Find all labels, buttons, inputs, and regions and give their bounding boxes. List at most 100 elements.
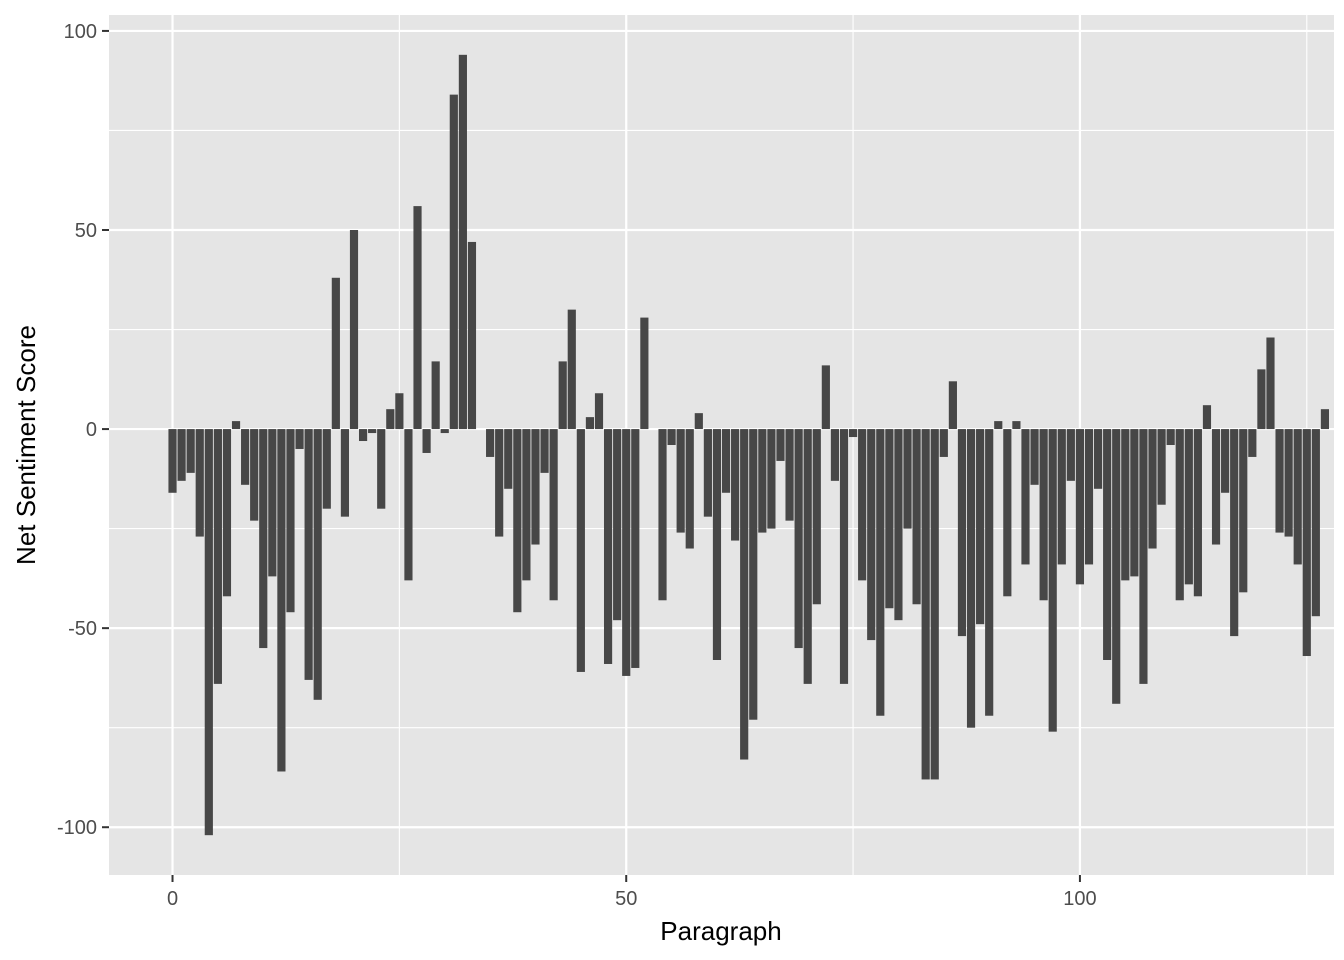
bar xyxy=(1175,429,1184,601)
bar xyxy=(277,429,286,772)
bar xyxy=(966,429,976,728)
bar xyxy=(241,429,250,485)
bar xyxy=(213,429,222,684)
bar xyxy=(1093,429,1103,489)
y-tick-label: -50 xyxy=(68,618,97,640)
y-tick-label: 100 xyxy=(64,21,97,43)
bar xyxy=(812,429,821,605)
bar xyxy=(495,429,504,537)
bar xyxy=(349,230,359,430)
bar xyxy=(1266,337,1275,430)
bar xyxy=(667,429,676,445)
bar xyxy=(540,429,549,473)
bar xyxy=(1066,429,1075,481)
bar xyxy=(830,429,840,481)
bar xyxy=(259,429,268,649)
bar xyxy=(1057,429,1066,565)
bar xyxy=(976,429,985,625)
bar xyxy=(776,429,785,461)
bar xyxy=(1148,429,1157,549)
bar xyxy=(567,309,576,430)
bar xyxy=(921,429,930,780)
bar xyxy=(794,429,803,649)
bar xyxy=(504,429,513,489)
bar xyxy=(486,429,495,457)
bar xyxy=(821,365,830,430)
bar xyxy=(803,429,812,684)
bar xyxy=(1193,429,1202,597)
bar xyxy=(295,429,304,449)
bar xyxy=(449,94,458,430)
bar xyxy=(1075,429,1085,585)
bar xyxy=(386,409,395,430)
bar xyxy=(377,429,386,509)
bar xyxy=(930,429,939,780)
bar xyxy=(1184,429,1193,585)
bar xyxy=(331,277,340,430)
bar xyxy=(222,429,232,597)
bar xyxy=(685,429,694,549)
bar xyxy=(1311,429,1320,617)
y-tick-label: 50 xyxy=(75,220,97,242)
bar xyxy=(703,429,712,517)
bar xyxy=(1239,429,1248,593)
bar xyxy=(231,421,241,430)
y-axis: -100 -50 0 50 100 xyxy=(57,21,109,839)
bar xyxy=(731,429,740,541)
bar xyxy=(195,429,204,537)
bar xyxy=(186,429,195,473)
bar xyxy=(839,429,849,684)
plot-panel xyxy=(109,15,1334,875)
bar xyxy=(1112,429,1121,704)
bar xyxy=(848,429,858,438)
bar xyxy=(1157,429,1166,505)
bar xyxy=(985,429,994,716)
bar xyxy=(413,206,422,430)
bar xyxy=(358,429,368,442)
bar xyxy=(531,429,540,545)
bar xyxy=(658,429,667,601)
bar xyxy=(948,381,957,430)
bar xyxy=(894,429,903,621)
bar xyxy=(594,393,604,430)
bar xyxy=(712,429,722,660)
bar xyxy=(1293,429,1302,565)
bar xyxy=(622,429,631,676)
x-tick-label: 50 xyxy=(615,888,637,910)
bar xyxy=(858,429,867,581)
bar xyxy=(204,429,213,836)
bar xyxy=(286,429,295,613)
bar xyxy=(177,429,186,481)
y-tick-label: -100 xyxy=(57,817,97,839)
bar xyxy=(1248,429,1257,457)
bar xyxy=(440,429,449,434)
bar xyxy=(458,54,467,430)
bar xyxy=(1130,429,1139,577)
x-axis: 0 50 100 xyxy=(167,875,1097,910)
bar xyxy=(613,429,622,621)
bar xyxy=(1030,429,1039,485)
bar xyxy=(785,429,794,521)
bar xyxy=(740,429,749,760)
bar xyxy=(1166,429,1175,445)
bar xyxy=(957,429,967,637)
bar xyxy=(1284,429,1293,537)
bar xyxy=(522,429,531,581)
bar xyxy=(1003,429,1012,597)
bar xyxy=(268,429,277,577)
bar xyxy=(1039,429,1048,601)
bar xyxy=(322,429,331,509)
bar xyxy=(994,421,1003,430)
bar xyxy=(431,361,440,430)
bar xyxy=(1302,429,1311,657)
bar xyxy=(876,429,885,716)
x-tick-label: 0 xyxy=(167,888,178,910)
bar xyxy=(304,429,313,680)
bar xyxy=(903,429,912,529)
bar xyxy=(1084,429,1094,565)
bar xyxy=(1320,409,1330,430)
bar xyxy=(749,429,758,720)
bar xyxy=(885,429,894,609)
bar xyxy=(313,429,322,700)
bar xyxy=(939,429,948,457)
